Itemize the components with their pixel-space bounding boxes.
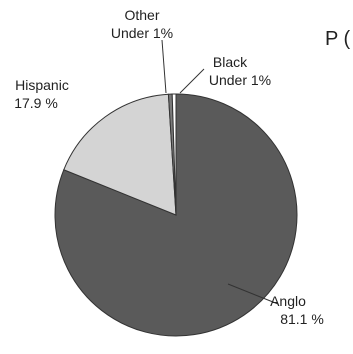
slice-value-hispanic: 17.9 % [14, 95, 58, 111]
slice-label-other: Other [124, 7, 159, 23]
pie-slices [54, 93, 298, 337]
slice-value-anglo: 81.1 % [280, 311, 324, 327]
slice-label-black: Black [213, 54, 248, 70]
slice-value-other: Under 1% [111, 25, 173, 41]
slice-value-black: Under 1% [209, 72, 271, 88]
slice-black [171, 93, 177, 216]
leader-line-anglo [227, 283, 279, 305]
leader-line-black [179, 68, 205, 94]
leader-lines [161, 39, 279, 305]
slice-hispanic [63, 93, 177, 216]
slice-label-anglo: Anglo [270, 293, 306, 309]
slice-labels: Anglo 81.1 % Hispanic 17.9 % Other Under 1% Bl… [14, 7, 324, 327]
leader-line-other [161, 39, 167, 94]
slice-label-hispanic: Hispanic [15, 77, 69, 93]
chart-title-fragment: P ( [325, 28, 351, 50]
